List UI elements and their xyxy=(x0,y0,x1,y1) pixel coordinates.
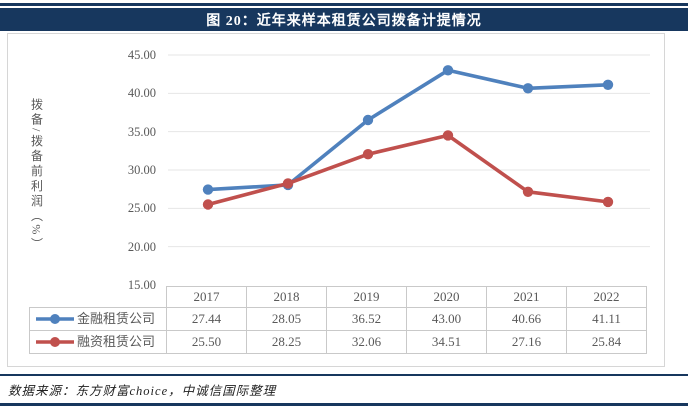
data-point xyxy=(362,149,374,160)
data-point xyxy=(522,186,534,197)
series-line-1 xyxy=(206,133,610,207)
table-row-finance-leasing: 融资租赁公司 25.50 28.25 32.06 34.51 27.16 25.… xyxy=(29,330,647,354)
y-tick-label: 30.00 xyxy=(127,163,156,177)
value-cell: 36.52 xyxy=(326,307,407,331)
year-header: 2020 xyxy=(406,286,487,308)
year-header: 2021 xyxy=(486,286,567,308)
bottom-rule xyxy=(0,403,688,406)
table-header-row: 2017 2018 2019 2020 2021 2022 xyxy=(29,286,647,308)
year-header: 2022 xyxy=(566,286,647,308)
data-point xyxy=(442,130,454,141)
value-cell: 34.51 xyxy=(406,330,487,354)
value-cell: 32.06 xyxy=(326,330,407,354)
data-point xyxy=(282,178,294,189)
series-line-marker-icon xyxy=(36,337,74,347)
series-line-0 xyxy=(206,68,610,192)
year-header: 2017 xyxy=(166,286,247,308)
data-point xyxy=(202,199,214,210)
value-cell: 28.25 xyxy=(246,330,327,354)
y-tick-label: 35.00 xyxy=(127,125,156,139)
y-tick-label: 45.00 xyxy=(127,48,156,62)
table-row-financial-leasing: 金融租赁公司 27.44 28.05 36.52 43.00 40.66 41.… xyxy=(29,307,647,331)
year-header: 2019 xyxy=(326,286,407,308)
chart-data-table: 2017 2018 2019 2020 2021 2022 金融租赁公司 xyxy=(29,286,647,354)
figure-title: 图 20：近年来样本租赁公司拨备计提情况 xyxy=(206,13,482,29)
figure-title-bar: 图 20：近年来样本租赁公司拨备计提情况 xyxy=(0,8,688,31)
series-line-marker-icon xyxy=(36,314,74,324)
data-point xyxy=(362,114,374,126)
y-tick-label: 20.00 xyxy=(127,240,156,254)
y-tick-label: 40.00 xyxy=(127,86,156,100)
value-cell: 28.05 xyxy=(246,307,327,331)
legend-cell: 融资租赁公司 xyxy=(29,330,167,354)
data-point xyxy=(202,184,214,195)
value-cell: 25.84 xyxy=(566,330,647,354)
data-point xyxy=(602,196,614,208)
table-corner-cell xyxy=(29,286,167,308)
value-cell: 40.66 xyxy=(486,307,567,331)
source-note: 数据来源：东方财富choice，中诚信国际整理 xyxy=(8,384,277,398)
year-header: 2018 xyxy=(246,286,327,308)
data-point xyxy=(442,65,454,76)
value-cell: 25.50 xyxy=(166,330,247,354)
data-point xyxy=(522,83,534,94)
series-name: 融资租赁公司 xyxy=(77,334,156,349)
y-axis-title: 拨备/拨备前利润（%） xyxy=(29,97,44,253)
value-cell: 27.16 xyxy=(486,330,567,354)
top-divider-rule xyxy=(0,3,688,6)
y-tick-label: 25.00 xyxy=(127,201,156,215)
value-cell: 41.11 xyxy=(566,307,647,331)
source-top-rule xyxy=(0,374,688,376)
data-point xyxy=(602,79,614,90)
chart-panel: 拨备/拨备前利润（%） 45.00 40.00 35.00 30.00 25.00 20.… xyxy=(7,33,665,367)
value-cell: 43.00 xyxy=(406,307,487,331)
legend-cell: 金融租赁公司 xyxy=(29,307,167,331)
series-name: 金融租赁公司 xyxy=(77,311,156,326)
line-chart-plot xyxy=(168,54,650,248)
value-cell: 27.44 xyxy=(166,307,247,331)
